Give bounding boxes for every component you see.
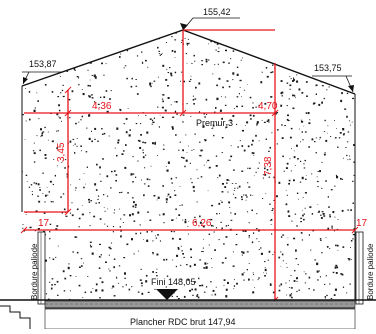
stair-left xyxy=(0,306,30,329)
eave-right-label: 153,75 xyxy=(314,63,342,73)
dim-full-width: 6,26 xyxy=(192,218,212,229)
border-right-label: Bordure paliode xyxy=(366,243,375,300)
plancher-label: Plancher RDC brut 147,94 xyxy=(130,317,236,327)
house-body xyxy=(22,30,355,300)
dim-margin-left: 17 xyxy=(38,218,50,229)
floor-label: Premur 3 xyxy=(196,118,233,128)
dim-left-height: 3,45 xyxy=(56,142,67,162)
dim-margin-right: 17 xyxy=(356,218,368,229)
dim-right-width: 4,70 xyxy=(258,101,278,112)
border-left-label: Bordure paliode xyxy=(30,243,39,300)
dim-right-height: 7,38 xyxy=(263,156,274,176)
fini-label: Fini 148,05 xyxy=(151,277,196,287)
dim-left-width: 4,36 xyxy=(92,101,112,112)
border-left: Bordure paliode xyxy=(30,232,45,304)
ridge-elevation: 155,42 xyxy=(180,7,240,30)
border-right: Bordure paliode xyxy=(356,232,375,304)
eave-left-label: 153,87 xyxy=(29,59,57,69)
floor-slab: Plancher RDC brut 147,94 xyxy=(0,300,376,329)
ridge-elevation-label: 155,42 xyxy=(203,7,231,17)
